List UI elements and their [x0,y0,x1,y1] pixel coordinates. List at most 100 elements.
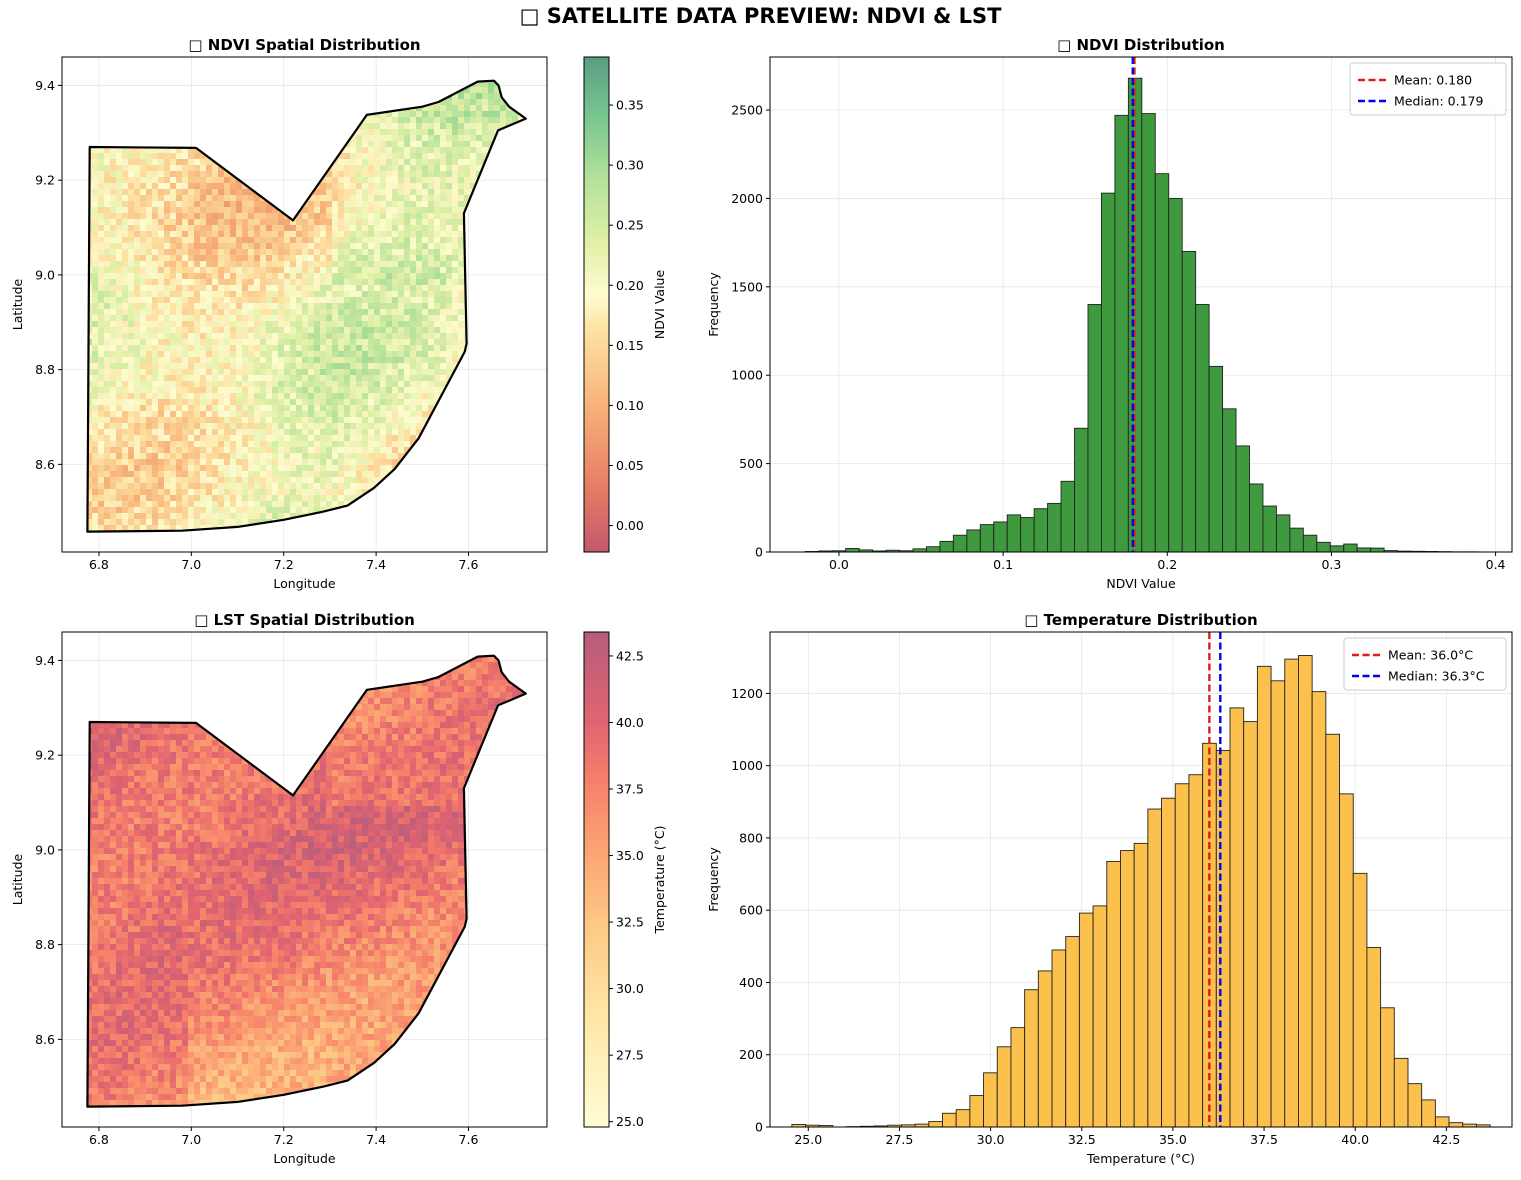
raster-cell [392,285,398,291]
raster-cell [218,165,224,171]
raster-cell [470,327,476,333]
raster-cell [488,237,494,243]
raster-cell [494,291,500,297]
raster-cell [452,153,458,159]
raster-cell [314,80,320,81]
raster-cell [374,315,380,321]
raster-cell [266,243,272,249]
raster-cell [134,411,140,417]
raster-cell [326,231,332,237]
raster-cell [230,231,236,237]
raster-cell [290,111,296,117]
raster-cell [518,213,524,219]
raster-cell [302,387,308,393]
raster-cell [194,213,200,219]
raster-cell [104,333,110,339]
raster-cell [452,69,458,75]
raster-cell [422,351,428,357]
raster-cell [68,327,74,333]
raster-cell [152,81,158,87]
raster-cell [134,237,140,243]
raster-cell [428,231,434,237]
raster-cell [464,189,470,195]
raster-cell [314,159,320,165]
raster-cell [398,225,404,231]
raster-cell [98,303,104,309]
raster-cell [248,237,254,243]
raster-cell [374,80,380,81]
raster-cell [266,183,272,189]
raster-cell [470,261,476,267]
raster-cell [236,333,242,339]
raster-cell [87,423,92,429]
raster-cell [338,117,344,123]
raster-cell [506,309,512,315]
raster-cell [452,339,458,345]
raster-cell [530,87,536,93]
raster-cell [380,207,386,213]
raster-cell [434,195,440,201]
raster-cell [92,213,98,219]
raster-cell [224,141,230,147]
raster-cell [368,393,374,399]
raster-cell [374,213,380,219]
raster-cell [248,291,254,297]
raster-cell [488,291,494,297]
raster-cell [308,381,314,387]
raster-cell [428,381,434,387]
raster-cell [398,147,404,153]
raster-cell [314,93,320,99]
raster-cell [452,237,458,243]
raster-cell [350,171,356,177]
raster-cell [272,105,278,111]
raster-cell [308,207,314,213]
raster-cell [350,69,356,75]
raster-cell [356,345,362,351]
raster-cell [260,369,266,375]
raster-cell [500,81,506,87]
raster-cell [116,213,122,219]
raster-cell [446,153,452,159]
raster-cell [488,195,494,201]
raster-cell [140,357,146,363]
raster-cell [110,225,116,231]
raster-cell [218,321,224,327]
raster-cell [404,135,410,141]
raster-cell [518,351,524,357]
raster-cell [98,189,104,195]
raster-cell [206,363,212,369]
raster-cell [404,381,410,387]
raster-cell [134,291,140,297]
raster-cell [164,333,170,339]
raster-cell [218,267,224,273]
raster-cell [278,405,284,411]
raster-cell [206,309,212,315]
raster-cell [446,225,452,231]
raster-cell [386,99,392,105]
raster-cell [398,123,404,129]
raster-cell [188,297,194,303]
raster-cell [404,171,410,177]
raster-cell [62,285,68,291]
raster-cell [500,189,506,195]
raster-cell [170,261,176,267]
raster-cell [284,57,290,63]
raster-cell [332,87,338,93]
raster-cell [326,345,332,351]
raster-cell [134,213,140,219]
raster-cell [254,399,260,405]
raster-cell [344,279,350,285]
raster-cell [206,189,212,195]
raster-cell [140,237,146,243]
raster-cell [134,279,140,285]
raster-cell [416,219,422,225]
raster-cell [332,285,338,291]
raster-cell [422,141,428,147]
raster-cell [266,267,272,273]
raster-cell [68,117,74,123]
raster-cell [374,309,380,315]
raster-cell [206,81,212,87]
raster-cell [212,99,218,105]
raster-cell [110,393,116,399]
raster-cell [440,267,446,273]
